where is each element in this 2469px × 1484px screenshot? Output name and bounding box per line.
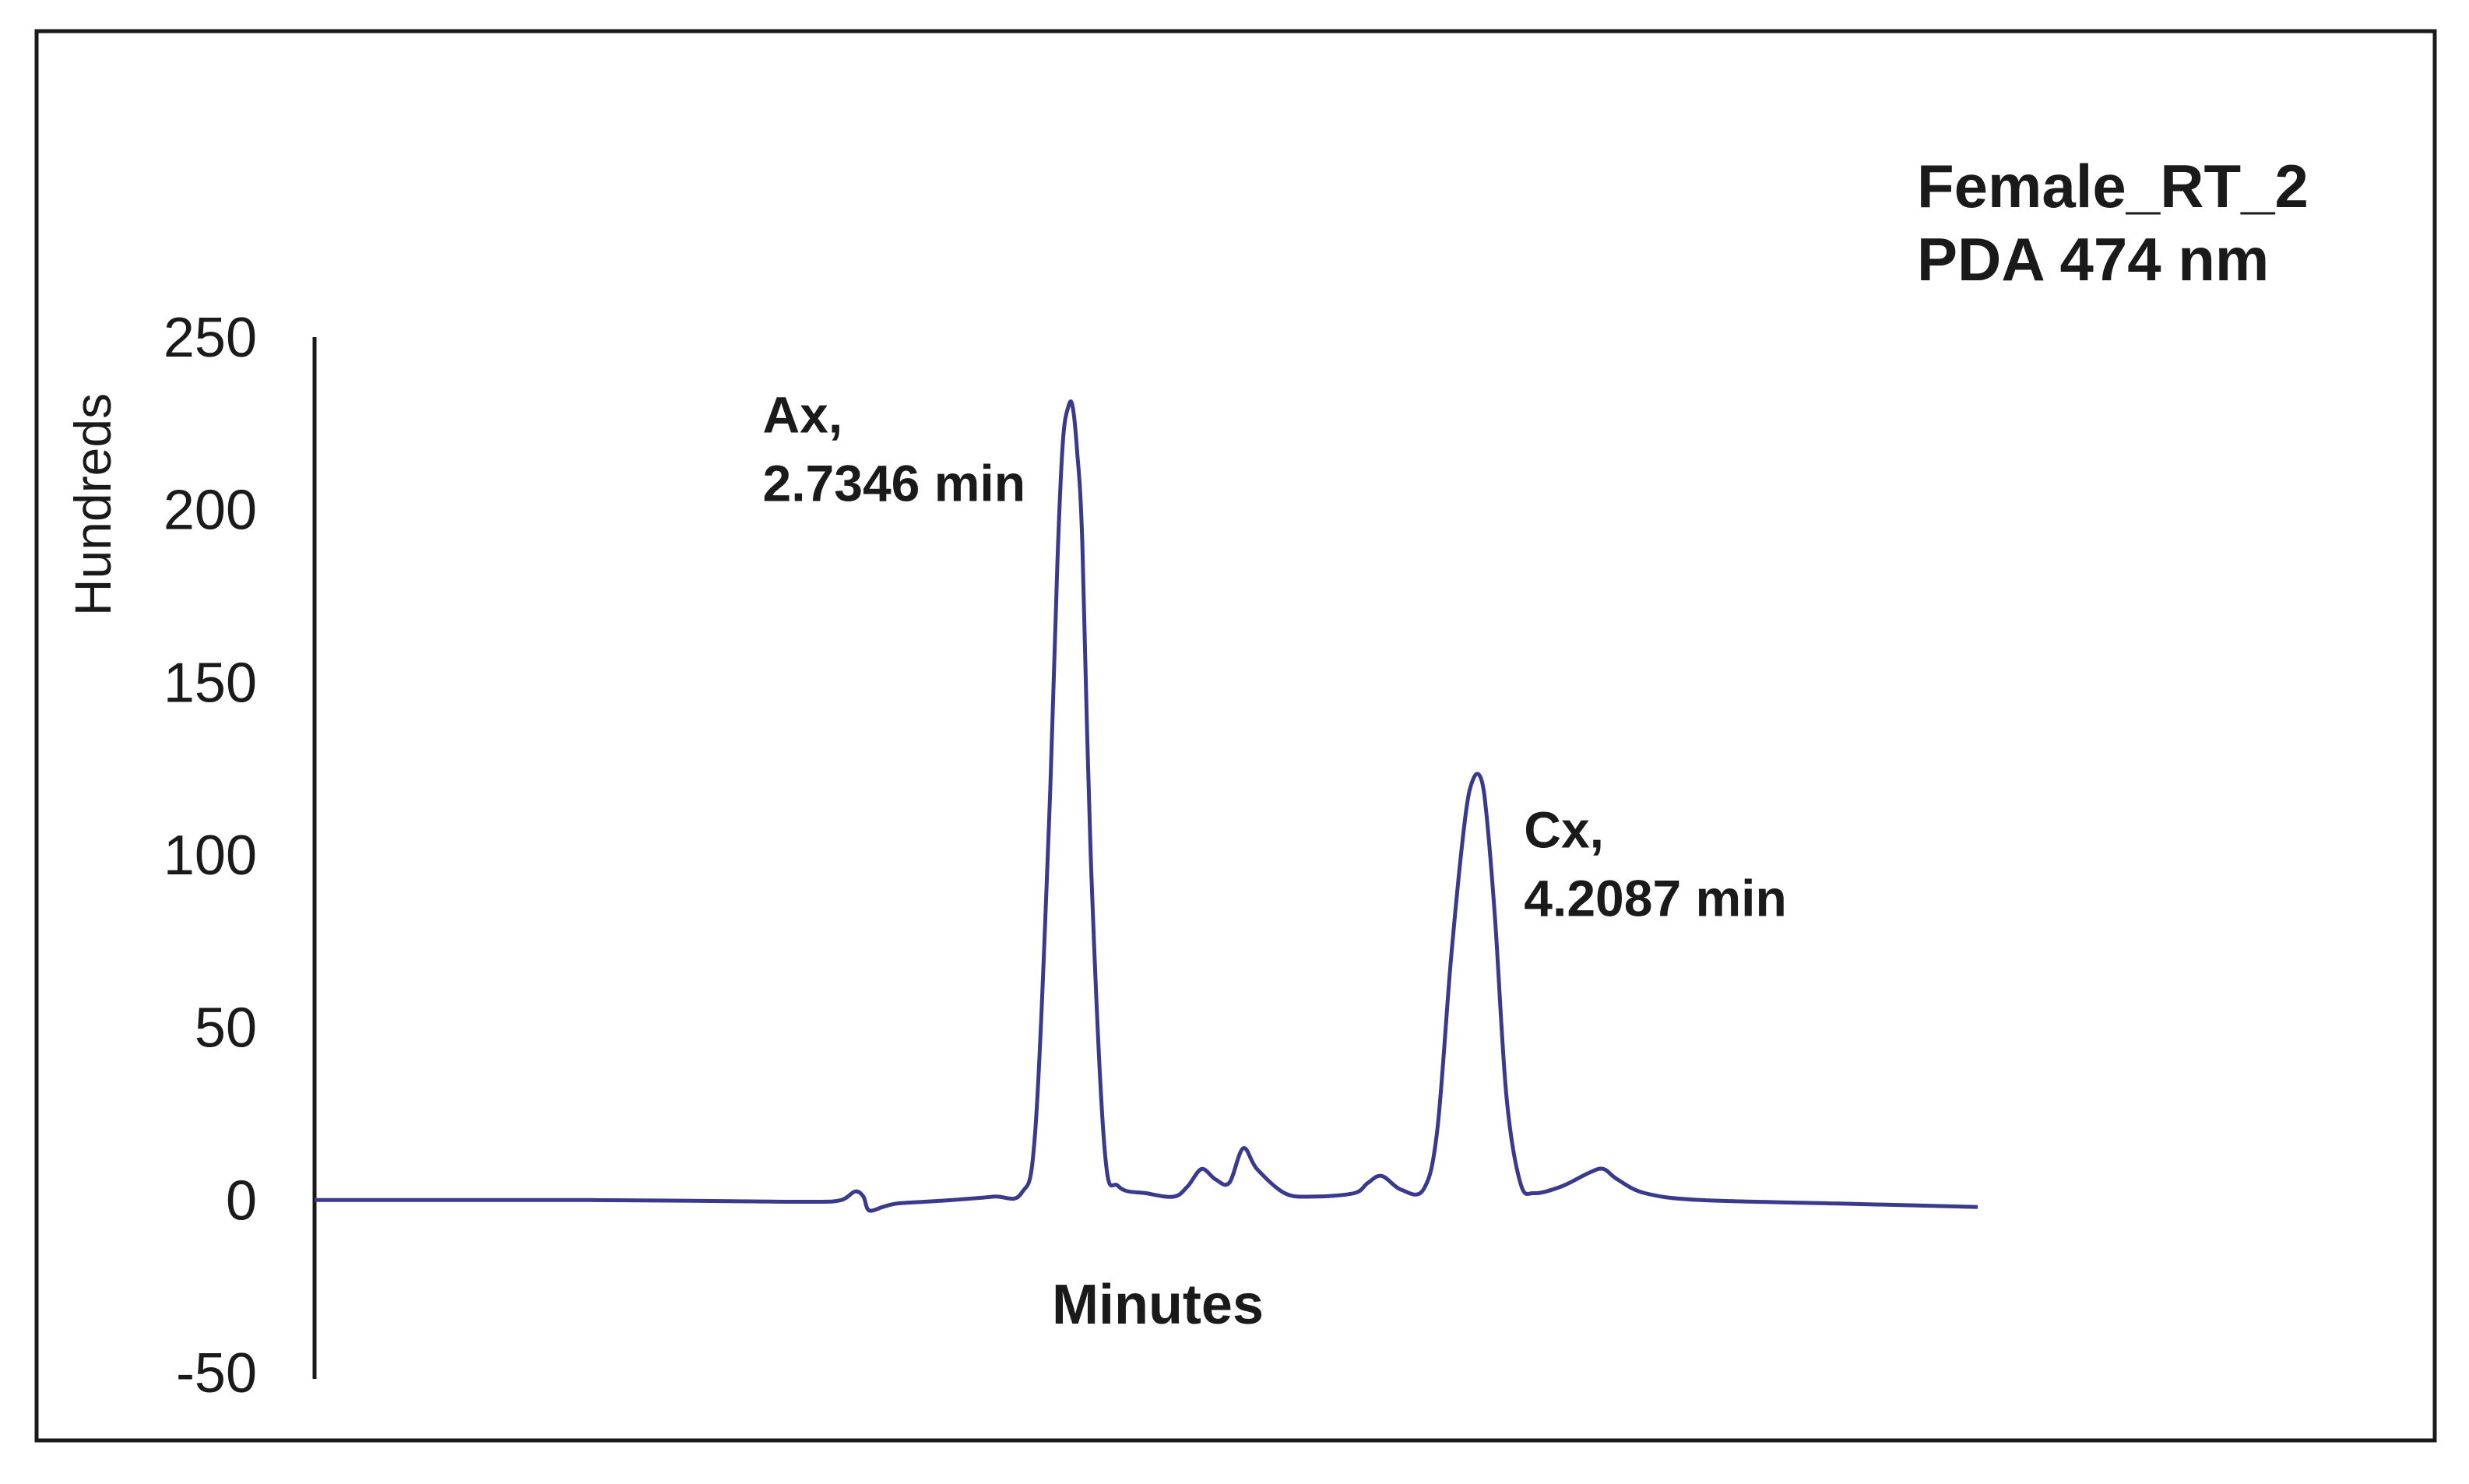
peak-annotation-1-line-1: 4.2087 min <box>1524 870 1787 927</box>
sample-info-line-2: PDA 474 nm <box>1917 225 2269 294</box>
annotation-layer: Ax, 2.7346 min Cx, 4.2087 min <box>763 386 1787 927</box>
y-axis-title: Hundreds <box>64 393 121 616</box>
peak-annotation-1-line-0: Cx, <box>1524 801 1604 859</box>
y-tick-label: 0 <box>226 1169 257 1232</box>
sample-info-line-1: Female_RT_2 <box>1917 152 2309 220</box>
y-tick-label: 200 <box>164 480 257 542</box>
peak-annotation-0-line-0: Ax, <box>763 386 843 444</box>
chart-frame <box>34 29 2437 1443</box>
y-tick-label: 150 <box>164 652 257 714</box>
peak-annotation-0-line-1: 2.7346 min <box>763 455 1026 512</box>
series-line-0 <box>315 399 1978 1213</box>
y-tick-label: 250 <box>164 307 257 369</box>
y-tick-label: -50 <box>176 1342 257 1405</box>
x-axis-title: Minutes <box>1052 1274 1264 1336</box>
y-tick-label: 100 <box>164 825 257 887</box>
y-tick-labels: 250 200 150 100 50 0 -50 <box>164 307 257 1405</box>
series-layer <box>315 399 1978 1213</box>
y-tick-label: 50 <box>195 997 257 1060</box>
